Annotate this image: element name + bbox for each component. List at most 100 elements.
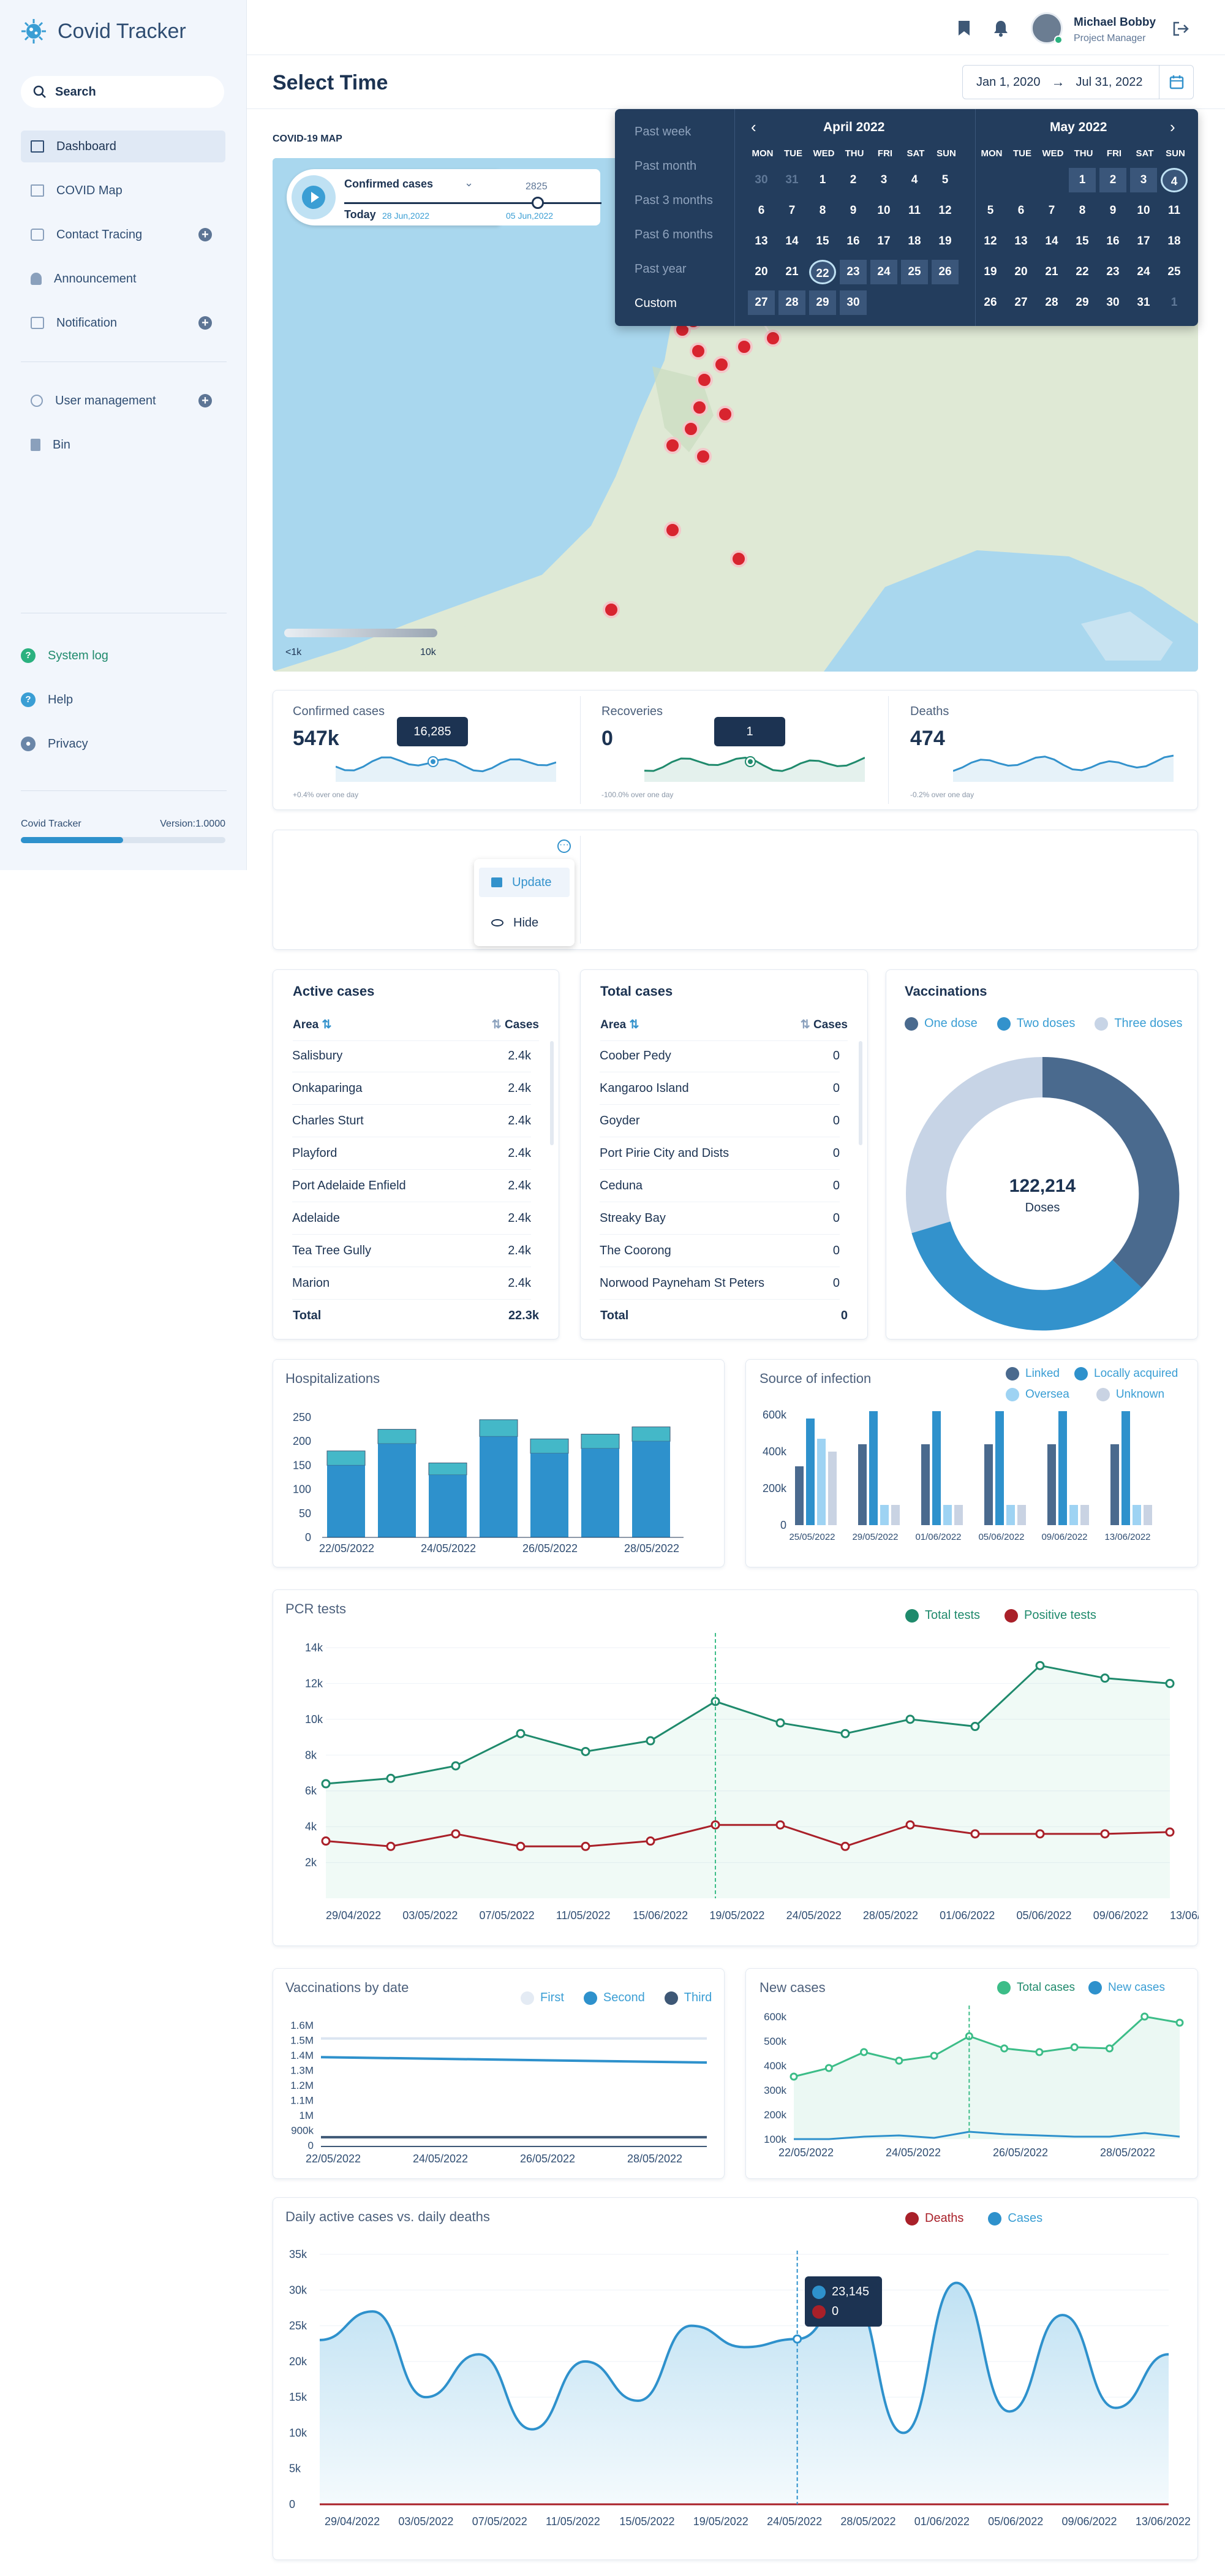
calendar-day[interactable]: 27 [1014, 296, 1028, 309]
column-header-area[interactable]: Area ⇅ [600, 1018, 639, 1031]
calendar-day[interactable]: 3 [880, 173, 888, 186]
sidebar-item-system-log[interactable]: ? System log [21, 648, 108, 663]
preset-past-month[interactable]: Past month [635, 159, 697, 173]
table-row[interactable]: Charles Sturt 2.4k [292, 1105, 531, 1137]
table-row[interactable]: Port Pirie City and Dists 0 [600, 1138, 840, 1170]
daily-chart[interactable]: 0 5k 10k 15k 20k 25k 30k 35k 29/04/2022 03/05/202… [273, 2198, 1199, 2561]
calendar-day[interactable]: 24 [870, 260, 897, 284]
sidebar-item-bin[interactable]: Bin [21, 429, 225, 461]
sidebar-item-dashboard[interactable]: Dashboard [21, 131, 225, 162]
calendar-day[interactable]: 13 [755, 235, 768, 248]
map-marker[interactable] [603, 601, 620, 618]
sidebar-item-user-management[interactable]: User management + [21, 385, 225, 417]
calendar-day[interactable]: 5 [987, 204, 994, 217]
calendar-day[interactable]: 23 [1106, 265, 1120, 278]
calendar-day[interactable]: 23 [840, 260, 867, 284]
sparkline[interactable] [336, 745, 556, 782]
vaccinations-by-date-chart[interactable]: 0 900k 1M 1.1M 1.2M 1.3M 1.4M 1.5M 1.6M 22/05/202… [273, 1969, 725, 2180]
scrollbar[interactable] [550, 1041, 554, 1145]
calendar-day[interactable]: 14 [785, 235, 799, 248]
calendar-day[interactable]: 9 [850, 204, 857, 217]
map-marker[interactable] [664, 437, 681, 454]
table-row[interactable]: Streaky Bay 0 [600, 1203, 840, 1235]
add-user-button[interactable]: + [198, 394, 212, 407]
calendar-day[interactable]: 18 [1167, 235, 1181, 248]
calendar-button[interactable] [1159, 66, 1193, 99]
calendar-day[interactable]: 2 [1099, 168, 1126, 192]
table-row[interactable]: Kangaroo Island 0 [600, 1073, 840, 1105]
calendar-day[interactable]: 8 [819, 204, 826, 217]
map-marker[interactable] [713, 356, 730, 373]
calendar-day[interactable]: 12 [938, 204, 952, 217]
menu-item-hide[interactable]: Hide [479, 908, 570, 938]
prev-month-button[interactable]: ‹ [751, 118, 756, 136]
time-slider-track[interactable] [344, 202, 601, 204]
add-contact-tracing-button[interactable]: + [198, 228, 212, 241]
calendar-day[interactable]: 10 [877, 204, 891, 217]
search-input[interactable]: Search [21, 76, 224, 108]
table-row[interactable]: The Coorong 0 [600, 1235, 840, 1267]
map-marker[interactable] [696, 371, 713, 388]
calendar-day[interactable]: 15 [1076, 235, 1089, 248]
preset-custom[interactable]: Custom [635, 297, 677, 310]
calendar-day[interactable]: 21 [1045, 265, 1058, 278]
map-marker[interactable] [717, 406, 734, 423]
next-month-button[interactable]: › [1170, 118, 1175, 136]
calendar-day[interactable]: 6 [1017, 204, 1025, 217]
table-row[interactable]: Playford 2.4k [292, 1138, 531, 1170]
map-marker[interactable] [695, 448, 712, 465]
sidebar-item-contact-tracing[interactable]: Contact Tracing + [21, 219, 225, 251]
table-row[interactable]: Onkaparinga 2.4k [292, 1073, 531, 1105]
sparkline[interactable] [644, 745, 865, 782]
preset-past-year[interactable]: Past year [635, 262, 687, 276]
calendar-day[interactable]: 16 [1106, 235, 1120, 248]
calendar-day[interactable]: 1 [819, 173, 826, 186]
time-slider-thumb[interactable] [532, 197, 544, 209]
vaccination-donut[interactable]: 122,214 Doses [905, 1056, 1180, 1332]
calendar-day[interactable]: 3 [1130, 168, 1157, 192]
calendar-day[interactable]: 30 [1106, 296, 1120, 309]
calendar-day[interactable]: 5 [941, 173, 949, 186]
calendar-day[interactable]: 26 [984, 296, 997, 309]
calendar-day[interactable]: 20 [1014, 265, 1028, 278]
calendar-day[interactable]: 22 [809, 260, 836, 284]
table-row[interactable]: Coober Pedy 0 [600, 1040, 840, 1072]
bell-icon[interactable] [993, 20, 1009, 37]
more-options-button[interactable]: ··· [557, 839, 571, 853]
calendar-day[interactable]: 25 [1167, 265, 1181, 278]
date-range-picker[interactable]: Jan 1, 2020 → Jul 31, 2022 [962, 65, 1194, 99]
calendar-day[interactable]: 17 [877, 235, 891, 248]
calendar-day[interactable]: 24 [1137, 265, 1150, 278]
table-row[interactable]: Norwood Payneham St Peters 0 [600, 1268, 840, 1300]
map-marker[interactable] [736, 338, 753, 355]
map-marker[interactable] [691, 399, 708, 416]
sidebar-item-notification[interactable]: Notification + [21, 307, 225, 339]
scrollbar[interactable] [859, 1041, 862, 1145]
calendar-day[interactable]: 25 [901, 260, 928, 284]
calendar-day[interactable]: 6 [758, 204, 765, 217]
table-row[interactable]: Tea Tree Gully 2.4k [292, 1235, 531, 1267]
bookmark-icon[interactable] [957, 20, 971, 37]
table-row[interactable]: Goyder 0 [600, 1105, 840, 1137]
preset-past-3-months[interactable]: Past 3 months [635, 194, 713, 207]
pcr-chart[interactable]: 2k 4k 6k 8k 10k 12k 14k 29/04/2022 03/05/2022 07/… [273, 1590, 1199, 1947]
table-row[interactable]: Ceduna 0 [600, 1170, 840, 1202]
calendar-day[interactable]: 30 [755, 173, 768, 186]
sparkline[interactable] [953, 745, 1174, 782]
column-header-area[interactable]: Area ⇅ [293, 1018, 332, 1031]
calendar-day[interactable]: 2 [850, 173, 857, 186]
calendar-day[interactable]: 7 [788, 204, 796, 217]
calendar-day[interactable]: 28 [1045, 296, 1058, 309]
calendar-day[interactable]: 22 [1076, 265, 1089, 278]
brand[interactable]: Covid Tracker [20, 17, 186, 45]
date-to[interactable]: Jul 31, 2022 [1076, 75, 1143, 89]
calendar-day[interactable]: 19 [938, 235, 952, 248]
calendar-day[interactable]: 1 [1069, 168, 1096, 192]
calendar-day[interactable]: 18 [908, 235, 921, 248]
calendar-day[interactable]: 4 [911, 173, 918, 186]
column-header-cases[interactable]: ⇅ Cases [491, 1018, 539, 1031]
calendar-day[interactable]: 14 [1045, 235, 1058, 248]
table-row[interactable]: Salisbury 2.4k [292, 1040, 531, 1072]
calendar-day[interactable]: 29 [809, 290, 836, 315]
calendar-day[interactable]: 9 [1109, 204, 1117, 217]
